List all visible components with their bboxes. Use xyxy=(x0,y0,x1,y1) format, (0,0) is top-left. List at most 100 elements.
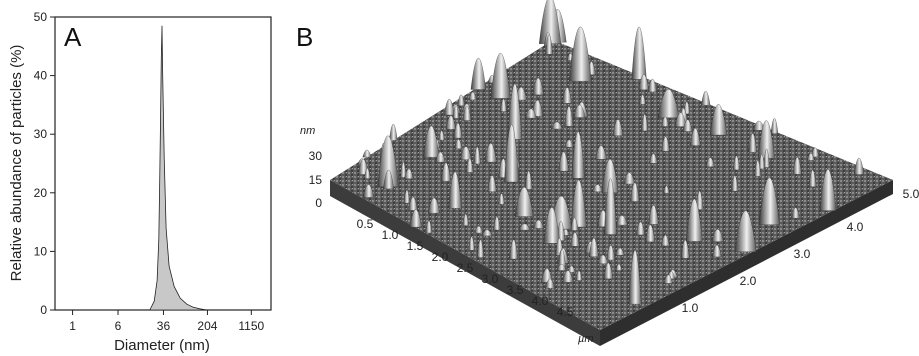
surface-peak xyxy=(484,143,497,163)
surface-peak xyxy=(468,91,477,101)
surface-peak xyxy=(792,157,802,175)
surface-peak xyxy=(680,239,690,259)
surface-peak xyxy=(604,178,617,235)
x-axis-ticks: 1 6 36 204 1150 xyxy=(69,310,265,333)
surface-peak xyxy=(440,162,451,182)
surface-peak xyxy=(452,105,460,119)
left-base-axis-ticks: 0.5 1.0 1.5 2.0 2.5 3.0 3.5 4.0 4.5 xyxy=(357,217,574,319)
surface-peak xyxy=(570,232,580,247)
surface-peak xyxy=(811,147,820,158)
surface-peak xyxy=(545,278,555,289)
surface-peak xyxy=(601,159,619,193)
surface-peak xyxy=(763,148,770,168)
surface-peak xyxy=(532,219,545,229)
surface-peak xyxy=(661,136,670,152)
y-tick-label: 30 xyxy=(34,127,48,141)
surface-peak xyxy=(770,118,779,134)
surface-peak xyxy=(564,106,574,127)
y-tick-label: 10 xyxy=(34,244,48,258)
surface-peak xyxy=(630,182,640,202)
surface-peak xyxy=(514,187,534,217)
surface-peak xyxy=(663,274,673,284)
surface-peak xyxy=(569,26,592,82)
surface-peak xyxy=(573,104,586,118)
left-axis-tick-label: 1.5 xyxy=(407,239,424,253)
surface-peak xyxy=(459,146,472,160)
x-axis-label: Diameter (nm) xyxy=(114,337,210,354)
surface-peak xyxy=(435,151,446,163)
surface-peak xyxy=(571,131,585,179)
surface-peak xyxy=(570,179,587,228)
panel-a-label: A xyxy=(64,22,82,52)
right-base-axis-ticks: 1.0 2.0 3.0 4.0 5.0 xyxy=(682,187,919,315)
surface-peak xyxy=(474,225,484,234)
z-tick-label: 15 xyxy=(309,173,323,187)
surface-peak xyxy=(575,270,583,281)
surface-peak xyxy=(509,239,518,260)
left-axis-tick-label: 4.5 xyxy=(557,305,574,319)
surface-peak xyxy=(448,171,462,209)
surface-peak xyxy=(470,57,486,90)
surface-peak xyxy=(454,139,463,149)
surface-peak xyxy=(438,130,445,141)
z-unit-label: nm xyxy=(300,125,315,137)
surface-peak xyxy=(473,146,481,165)
surface-peak xyxy=(564,139,574,148)
surface-peak xyxy=(562,270,574,283)
left-axis-tick-label: 4.0 xyxy=(532,294,549,308)
right-axis-tick-label: 3.0 xyxy=(794,247,811,261)
right-axis-tick-label: 5.0 xyxy=(903,187,919,201)
y-tick-label: 0 xyxy=(40,303,47,317)
surface-peak xyxy=(731,175,739,192)
surface-peak xyxy=(709,104,728,136)
surface-peak xyxy=(819,169,837,211)
y-tick-label: 20 xyxy=(34,186,48,200)
surface-peak xyxy=(853,157,865,175)
surface-peak xyxy=(754,160,762,177)
surface-peak xyxy=(603,262,614,279)
surface-peak xyxy=(732,155,741,171)
surface-peak xyxy=(498,193,505,205)
surface-peak xyxy=(734,210,757,252)
surface-peak xyxy=(539,0,562,44)
right-axis-tick-label: 1.0 xyxy=(682,301,699,315)
surface-peak xyxy=(757,120,775,159)
surface-peak xyxy=(712,244,722,258)
surface-peak xyxy=(686,199,703,242)
surface-peak xyxy=(791,207,800,219)
surface-peak xyxy=(493,216,501,231)
surface-peak xyxy=(465,158,474,173)
surface-peak xyxy=(444,98,455,116)
surface-peak xyxy=(550,121,563,130)
surface-peak xyxy=(558,249,567,270)
surface-peak xyxy=(500,98,507,112)
surface-left-wall xyxy=(330,180,600,346)
z-tick-label: 0 xyxy=(315,196,322,210)
surface-peak xyxy=(362,149,372,158)
surface-peak xyxy=(649,153,658,164)
surface-peak xyxy=(453,122,463,139)
surface-peak xyxy=(660,234,670,247)
panel-b-afm-surface: B nm 0 15 30 0.5 1.0 1.5 2.0 2.5 3.0 3.5 4.0 4.5 1… xyxy=(296,0,919,346)
x-tick-label: 1150 xyxy=(238,319,264,333)
surface-peak xyxy=(748,133,757,153)
left-axis-tick-label: 3.5 xyxy=(507,283,524,297)
surface-peak xyxy=(606,245,616,261)
surface-peak xyxy=(612,119,624,136)
surface-peak xyxy=(639,94,646,105)
surface-peak xyxy=(631,27,647,80)
right-axis-tick-label: 2.0 xyxy=(740,274,757,288)
surface-peak xyxy=(476,239,485,258)
surface-peak xyxy=(645,224,656,243)
surface-peak xyxy=(615,215,628,226)
surface-peak xyxy=(759,177,780,225)
surface-peak xyxy=(711,229,724,242)
surface-peak xyxy=(615,263,623,271)
x-tick-label: 36 xyxy=(157,319,171,333)
surface-peak xyxy=(628,250,642,305)
surface-peak xyxy=(567,265,576,273)
surface-peak xyxy=(518,223,531,231)
surface-peak xyxy=(363,184,374,198)
surface-peak xyxy=(425,220,433,234)
